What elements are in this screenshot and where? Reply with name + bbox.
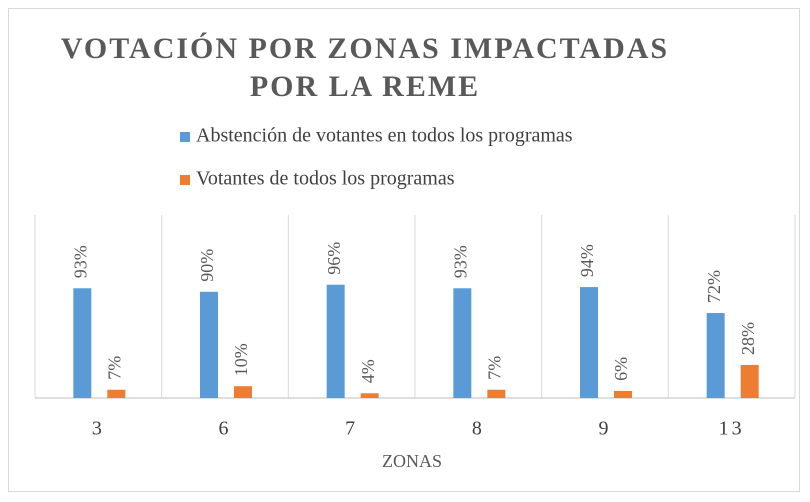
bar [73,288,92,398]
bar [326,284,345,398]
bar [580,287,598,398]
data-label: 28% [738,322,758,355]
bar [360,393,379,398]
chart-title: VOTACIÓN POR ZONAS IMPACTADAS POR LA REM… [60,32,670,103]
bar [706,313,725,398]
x-tick-label: 6 [219,418,232,440]
bar [234,386,252,398]
x-tick-label: 9 [599,418,612,440]
x-tick-label: 13 [719,418,745,440]
x-tick-label: 8 [472,418,485,440]
legend-swatch [180,175,190,185]
data-label: 72% [704,270,724,303]
bar [453,288,472,398]
bar [740,364,759,398]
data-label: 93% [70,245,90,278]
data-label: 7% [484,356,504,380]
data-label: 4% [358,359,378,383]
x-axis-label: ZONAS [382,451,442,471]
bar [487,389,506,398]
data-label: 96% [324,242,344,275]
x-tick-label: 7 [345,418,358,440]
bar [107,389,126,398]
x-tick-label: 3 [92,418,105,440]
legend-label: Abstención de votantes en todos los prog… [196,125,573,147]
chart-frame [8,8,800,492]
data-label: 90% [197,249,217,282]
bar [200,291,218,398]
data-label: 93% [450,245,470,278]
data-label: 10% [231,343,251,376]
data-label: 6% [611,357,631,381]
data-label: 94% [577,244,597,277]
legend-swatch [180,132,190,142]
data-label: 7% [104,356,124,380]
bar [614,390,632,398]
legend-label: Votantes de todos los programas [196,168,455,190]
